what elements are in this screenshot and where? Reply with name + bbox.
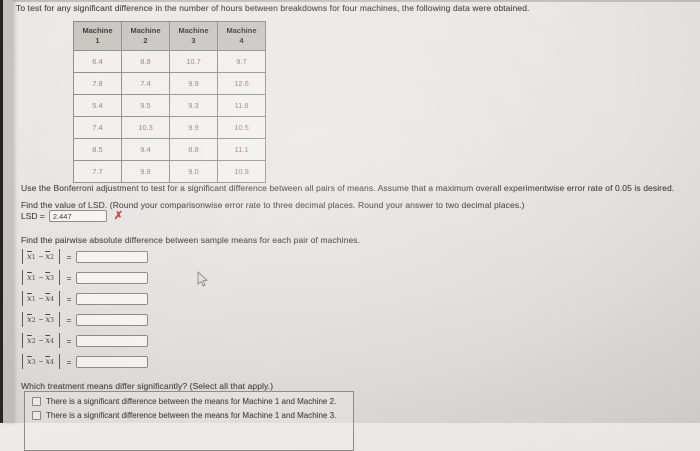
abs-diff-expression: x 2− x 4 [21,333,61,348]
table-cell: 11.1 [217,138,266,161]
table-cell: 9.3 [169,94,218,117]
pairwise-row-3-4: x 3− x 4 = [21,353,148,370]
table-cell: 9.4 [121,138,170,161]
page-left-margin [3,0,13,423]
table-cell: 9.9 [169,116,218,139]
pairwise-instruction-text: Find the pairwise absolute difference be… [21,235,361,245]
pairwise-row-1-3: x 1− x 3 = [21,269,148,286]
table-cell: 9.9 [169,72,218,95]
machine-data-table: Machine 1 Machine 2 Machine 3 Machine 4 6.4 … [73,21,266,183]
equals-sign: = [66,272,72,283]
table-row: 6.4 8.8 10.7 9.7 [73,50,266,73]
pairwise-diff-input-2-3[interactable] [76,313,148,326]
table-cell: 9.0 [169,160,218,183]
table-cell: 9.8 [121,160,170,183]
table-row: 7.4 10.3 9.9 10.5 [73,116,266,139]
table-cell: 7.4 [73,116,122,139]
table-cell: 11.8 [217,94,266,117]
answer-options-box: There is a significant difference betwee… [24,391,354,451]
table-header-machine-3: Machine 3 [169,21,218,51]
table-cell: 5.4 [73,94,122,117]
table-row: 7.8 7.4 9.9 12.6 [73,72,266,95]
pairwise-row-2-4: x 2− x 4 = [21,332,148,349]
pairwise-row-1-2: x 1− x 2 = [21,248,148,265]
problem-intro-text: To test for any significant difference i… [16,3,530,13]
table-cell: 8.8 [169,138,218,161]
pairwise-diff-input-2-4[interactable] [76,334,148,347]
pairwise-row-2-3: x 2− x 3 = [21,311,148,328]
table-row: 7.7 9.8 9.0 10.9 [73,160,266,183]
pairwise-diff-input-3-4[interactable] [76,355,148,368]
abs-diff-expression: x 1− x 2 [21,249,61,264]
table-row: 5.4 9.5 9.3 11.8 [73,94,266,117]
equals-sign: = [66,251,72,262]
table-cell: 7.4 [121,72,170,95]
abs-diff-expression: x 1− x 3 [21,270,61,285]
table-cell: 10.5 [217,116,266,139]
table-cell: 6.4 [73,50,122,73]
lsd-answer-row: LSD = ✗ [21,209,123,223]
table-cell: 9.7 [217,50,266,73]
checkbox-machine-1-3[interactable] [32,411,41,420]
table-header-machine-4: Machine 4 [217,21,266,51]
abs-diff-expression: x 1− x 4 [21,291,61,306]
bonferroni-instruction-text: Use the Bonferroni adjustment to test fo… [21,183,675,193]
table-cell: 10.9 [217,160,266,183]
option-label: There is a significant difference betwee… [46,411,337,420]
equals-sign: = [66,293,72,304]
mouse-cursor-icon [197,271,208,287]
table-cell: 10.7 [169,50,218,73]
lsd-input[interactable] [48,210,107,222]
incorrect-x-icon: ✗ [113,209,124,222]
option-machine-1-3[interactable]: There is a significant difference betwee… [32,411,353,420]
screen-left-edge [0,0,3,423]
abs-diff-expression: x 2− x 3 [21,312,61,327]
select-question-text: Which treatment means differ significant… [21,381,274,391]
table-cell: 7.8 [73,72,122,95]
checkbox-machine-1-2[interactable] [32,397,41,406]
pairwise-diff-input-1-3[interactable] [76,271,148,284]
option-label: There is a significant difference betwee… [46,397,337,406]
equals-sign: = [66,335,72,346]
pairwise-diff-input-1-2[interactable] [76,250,148,263]
window-top-edge [0,0,700,2]
option-machine-1-2[interactable]: There is a significant difference betwee… [32,397,353,406]
equals-sign: = [66,314,72,325]
table-cell: 10.3 [121,116,170,139]
abs-diff-expression: x 3− x 4 [21,354,61,369]
pairwise-diff-input-1-4[interactable] [76,292,148,305]
table-header-machine-1: Machine 1 [73,21,122,51]
lsd-label: LSD = [21,211,45,221]
table-cell: 8.8 [121,50,170,73]
table-cell: 9.5 [121,94,170,117]
table-cell: 7.7 [73,160,122,183]
table-cell: 12.6 [217,72,266,95]
equals-sign: = [66,356,72,367]
table-row: 8.5 9.4 8.8 11.1 [73,138,266,161]
table-header-machine-2: Machine 2 [121,21,170,51]
table-cell: 8.5 [73,138,122,161]
lsd-instruction-text: Find the value of LSD. (Round your compa… [21,200,525,210]
pairwise-row-1-4: x 1− x 4 = [21,290,148,307]
